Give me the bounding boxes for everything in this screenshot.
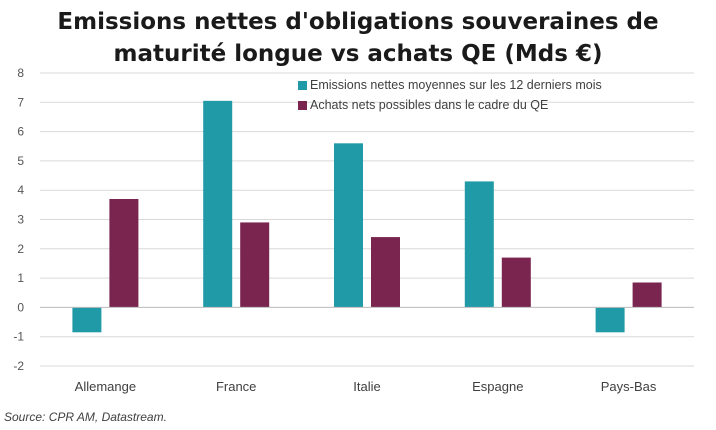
bar — [595, 307, 625, 333]
legend-swatch — [298, 81, 307, 90]
legend-label: Achats nets possibles dans le cadre du Q… — [310, 98, 548, 112]
y-tick-label: 6 — [17, 125, 24, 139]
x-tick-label: France — [216, 379, 256, 394]
bar — [240, 222, 270, 308]
y-tick-label: -2 — [13, 359, 24, 373]
y-tick-label: 4 — [17, 183, 24, 197]
y-tick-label: -1 — [13, 330, 24, 344]
legend-label: Emissions nettes moyennes sur les 12 der… — [310, 78, 602, 92]
legend: Emissions nettes moyennes sur les 12 der… — [298, 78, 602, 112]
bar — [72, 307, 102, 333]
chart-title-line-1: Emissions nettes d'obligations souverain… — [57, 9, 659, 35]
bar — [464, 181, 494, 308]
chart-title: Emissions nettes d'obligations souverain… — [0, 6, 716, 70]
gridlines — [40, 72, 694, 367]
x-axis: Allemange France Italie Espagne Pays-Bas — [75, 379, 657, 394]
y-tick-label: 1 — [17, 271, 24, 285]
y-tick-label: 3 — [17, 213, 24, 227]
x-tick-label: Allemange — [75, 379, 136, 394]
bar — [501, 257, 531, 308]
y-tick-label: 2 — [17, 242, 24, 256]
y-tick-label: 8 — [17, 66, 24, 80]
y-tick-label: 7 — [17, 95, 24, 109]
bar — [334, 143, 363, 308]
bar — [203, 100, 233, 308]
y-tick-label: 5 — [17, 154, 24, 168]
x-tick-label: Pays-Bas — [601, 379, 657, 394]
x-tick-label: Italie — [353, 379, 380, 394]
bars — [72, 100, 662, 333]
bar — [632, 282, 662, 308]
x-tick-label: Espagne — [472, 379, 523, 394]
y-tick-label: 0 — [17, 300, 24, 314]
y-axis: -2 -1 0 1 2 3 4 5 6 7 8 — [13, 66, 24, 373]
legend-swatch — [298, 101, 307, 110]
chart-title-line-2: maturité longue vs achats QE (Mds €) — [113, 41, 603, 67]
source-note: Source: CPR AM, Datastream. — [4, 410, 167, 424]
bar — [109, 198, 139, 308]
bar — [371, 237, 400, 308]
